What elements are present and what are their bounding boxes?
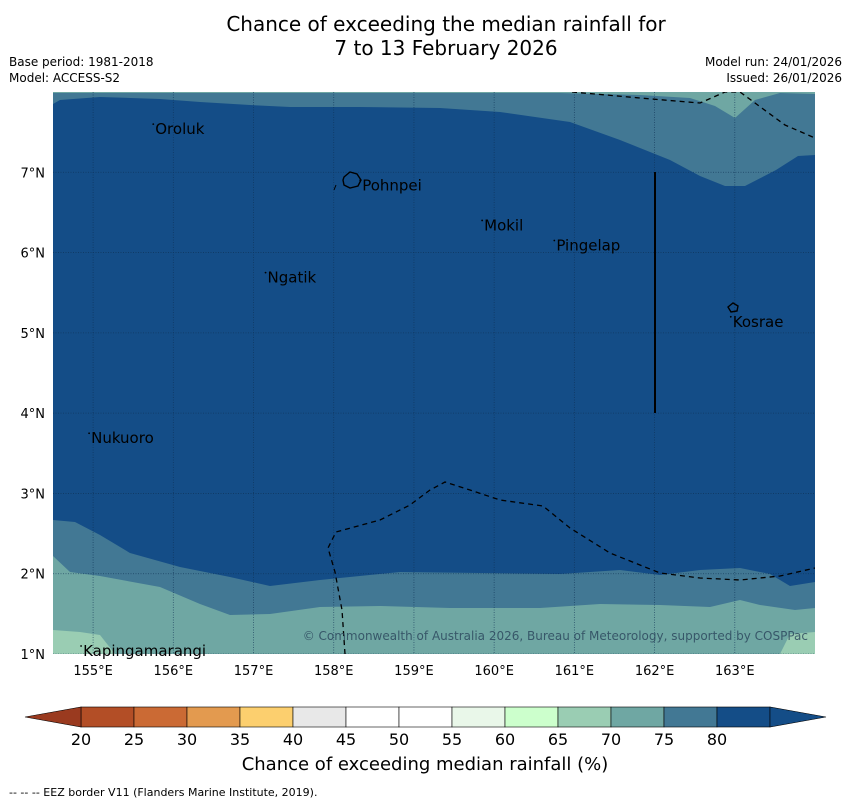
- lon-tick-label: 156°E: [154, 664, 194, 679]
- colorbar-segment: [398, 706, 453, 728]
- eez-border-south: [327, 481, 815, 654]
- lon-tick-label: 162°E: [635, 664, 675, 679]
- colorbar-tick-label: 50: [389, 730, 409, 749]
- place-label-pohnpei: Pohnpei: [362, 176, 422, 194]
- place-marker: [553, 239, 556, 242]
- lon-tick-label: 163°E: [715, 664, 755, 679]
- contour-band-bottom-65: [53, 630, 115, 654]
- lat-tick-label: 7°N: [21, 166, 46, 181]
- lat-tick-label: 3°N: [21, 487, 46, 502]
- lat-tick-label: 1°N: [21, 648, 46, 663]
- colorbar-tick-label: 55: [442, 730, 462, 749]
- map-title-line1: Chance of exceeding the median rainfall …: [226, 12, 666, 36]
- place-marker: [729, 315, 732, 318]
- place-marker: [80, 645, 82, 647]
- colorbar-segment: [186, 706, 241, 728]
- colorbar-tick-label: 60: [495, 730, 515, 749]
- map-title: Chance of exceeding the median rainfall …: [0, 12, 850, 60]
- place-label-mokil: Mokil: [484, 216, 523, 234]
- colorbar-segment: [716, 706, 771, 728]
- place-label-ngatik: Ngatik: [268, 269, 317, 287]
- eez-borders: [327, 92, 815, 654]
- colorbar-label: Chance of exceeding median rainfall (%): [241, 754, 609, 775]
- lat-tick-label: 5°N: [21, 327, 46, 342]
- meta-right: Model run: 24/01/2026 Issued: 26/01/2026: [705, 54, 842, 86]
- colorbar-tick-label: 35: [230, 730, 250, 749]
- colorbar-segment: [663, 706, 718, 728]
- colorbar-segment: [451, 706, 506, 728]
- pohnpei-reef-mark: [333, 184, 337, 191]
- place-marker: [88, 432, 90, 435]
- map-plot-area: [53, 92, 815, 654]
- place-label-oroluk: Oroluk: [155, 120, 204, 138]
- place-marker: [481, 219, 484, 222]
- lat-tick-label: 4°N: [21, 407, 46, 422]
- eez-footnote: -- -- -- EEZ border V11 (Flanders Marine…: [9, 786, 318, 799]
- colorbar-high-arrow: [769, 706, 827, 728]
- colorbar-segment: [557, 706, 612, 728]
- map-title-line2: 7 to 13 February 2026: [334, 36, 558, 60]
- lon-tick-label: 160°E: [474, 664, 514, 679]
- model-text: Model: ACCESS-S2: [9, 71, 121, 85]
- place-label-pingelap: Pingelap: [556, 237, 620, 255]
- colorbar-tick-label: 65: [548, 730, 568, 749]
- colorbar-segment: [239, 706, 294, 728]
- place-label-kapingamarangi: Kapingamarangi: [83, 642, 206, 660]
- colorbar-low-arrow: [24, 706, 82, 728]
- kosrae-island-outline: [727, 302, 739, 313]
- colorbar-tick-label: 20: [71, 730, 91, 749]
- contour-band-top-70: [53, 92, 815, 118]
- issued-text: Issued: 26/01/2026: [726, 71, 842, 85]
- lat-tick-label: 6°N: [21, 247, 46, 262]
- colorbar-segment: [80, 706, 135, 728]
- place-marker: [264, 271, 267, 274]
- colorbar-tick-label: 25: [124, 730, 144, 749]
- colorbar-segment: [292, 706, 347, 728]
- colorbar-tick-label: 70: [601, 730, 621, 749]
- lon-tick-label: 159°E: [394, 664, 434, 679]
- lon-tick-label: 155°E: [73, 664, 113, 679]
- lon-tick-label: 157°E: [234, 664, 274, 679]
- pohnpei-island-outline: [342, 171, 362, 189]
- place-marker: [152, 123, 155, 126]
- contour-band-top-75: [53, 92, 815, 186]
- place-labels: Oroluk Pohnpei Mokil Pingelap Ngatik Kosrae Nu…: [80, 120, 783, 660]
- colorbar-tick-label: 80: [707, 730, 727, 749]
- meta-left: Base period: 1981-2018 Model: ACCESS-S2: [9, 54, 154, 86]
- colorbar-segment: [345, 706, 400, 728]
- map-axes: 155°E 156°E 157°E 158°E 159°E 160°E 161°E 162°E…: [21, 166, 755, 679]
- colorbar-tick-label: 75: [654, 730, 674, 749]
- contour-band-80: [53, 92, 815, 654]
- colorbar-tick-label: 30: [177, 730, 197, 749]
- lon-tick-label: 161°E: [555, 664, 595, 679]
- eez-border-top: [571, 92, 815, 139]
- colorbar-tick-label: 40: [283, 730, 303, 749]
- lat-tick-label: 2°N: [21, 568, 46, 583]
- lon-tick-label: 158°E: [314, 664, 354, 679]
- place-label-kosrae: Kosrae: [733, 313, 784, 331]
- colorbar-segment: [504, 706, 559, 728]
- colorbar-segment: [610, 706, 665, 728]
- place-label-nukuoro: Nukuoro: [91, 429, 154, 447]
- colorbar-segment: [133, 706, 188, 728]
- model-run-text: Model run: 24/01/2026: [704, 55, 842, 69]
- colorbar-tick-label: 45: [336, 730, 356, 749]
- place-marker: [359, 179, 362, 182]
- contour-band-bottom-70: [53, 556, 815, 654]
- base-period-text: Base period: 1981-2018: [9, 55, 154, 69]
- colorbar: 20 25 30 35 40 45 50 55 60 65 70 75 80: [24, 706, 827, 749]
- contour-band-bottom-right-65: [780, 632, 815, 654]
- copyright-notice: © Commonwealth of Australia 2026, Bureau…: [303, 629, 808, 643]
